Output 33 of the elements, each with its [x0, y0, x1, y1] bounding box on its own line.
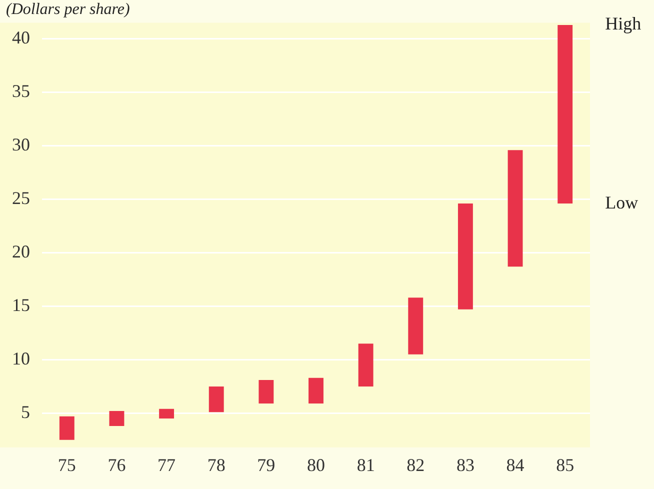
bar	[508, 150, 523, 267]
x-tick-label: 77	[158, 454, 176, 475]
y-tick-label: 15	[12, 294, 30, 315]
y-tick-label: 35	[12, 81, 30, 102]
bar	[408, 298, 424, 354]
y-tick-label: 10	[12, 348, 30, 368]
annotation: Low	[605, 192, 638, 212]
x-tick-label: 76	[108, 454, 126, 475]
x-tick-label: 80	[307, 454, 325, 475]
bar	[358, 344, 374, 386]
x-tick-label: 85	[556, 454, 574, 475]
x-tick-label: 79	[257, 454, 276, 475]
bar	[258, 380, 274, 404]
y-tick-label: 30	[12, 134, 30, 155]
bar	[59, 416, 74, 440]
x-tick-label: 81	[356, 454, 375, 475]
y-tick-label: 40	[12, 28, 30, 48]
bar	[458, 204, 473, 310]
x-tick-label: 78	[207, 454, 226, 475]
y-tick-label: 5	[21, 402, 30, 422]
bar	[208, 386, 224, 412]
y-axis-title: (Dollars per share)	[6, 1, 130, 18]
y-tick-label: 20	[12, 241, 30, 262]
y-tick-label: 25	[12, 188, 30, 208]
bar	[308, 378, 324, 404]
bar	[159, 408, 174, 419]
x-tick-label: 82	[406, 454, 425, 475]
x-tick-label: 84	[506, 454, 524, 475]
x-tick-label: 75	[58, 454, 76, 475]
bar	[109, 411, 124, 426]
bar	[558, 24, 573, 204]
annotation: High	[605, 14, 642, 34]
x-tick-label: 83	[456, 454, 474, 475]
